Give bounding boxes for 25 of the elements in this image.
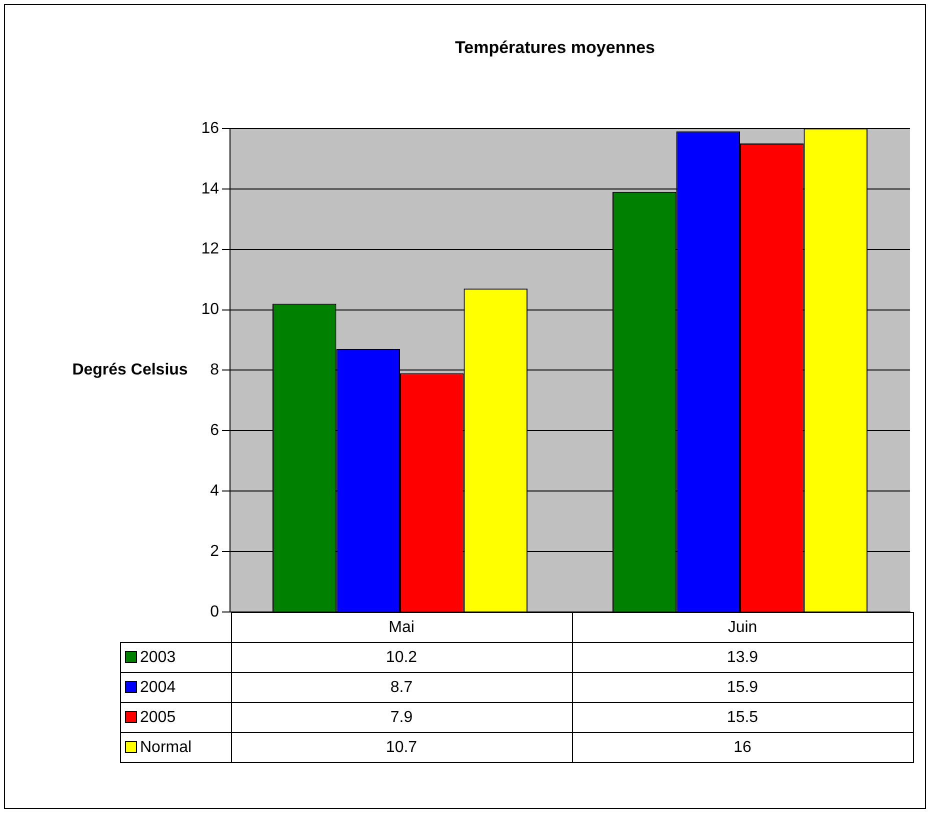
data-label: 15.5 (572, 702, 913, 732)
y-axis-title: Degrés Celsius (72, 362, 188, 379)
y-tick-label: 10 (201, 301, 220, 318)
y-tick-label: 12 (201, 240, 220, 258)
data-label: 13.9 (572, 642, 913, 672)
y-tick-label: 2 (210, 542, 220, 560)
data-label: 15.9 (572, 672, 913, 702)
data-label: 10.2 (231, 642, 572, 672)
y-tick-label: 14 (201, 180, 220, 198)
y-tick-label: 16 (201, 120, 220, 137)
y-tick-label: 4 (210, 482, 220, 500)
y-tick-label: 0 (210, 603, 220, 620)
y-tick-label: 6 (210, 422, 220, 440)
legend-label: 2004 (120, 672, 231, 702)
x-tick-label: Mai (231, 612, 572, 642)
y-tick-label: 8 (210, 362, 220, 379)
data-label: 16 (572, 732, 913, 762)
legend-label: 2005 (120, 702, 231, 732)
legend-label: Normal (120, 732, 231, 762)
chart-title: Températures moyennes (455, 38, 655, 57)
legend-label: 2003 (120, 642, 231, 672)
data-label: 8.7 (231, 672, 572, 702)
x-tick-label: Juin (572, 612, 913, 642)
data-label: 10.7 (231, 732, 572, 762)
data-label: 7.9 (231, 702, 572, 732)
